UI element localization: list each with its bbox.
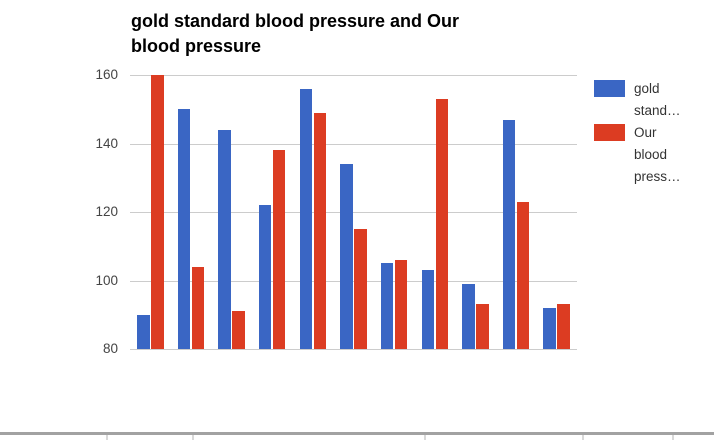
bar-gold-standard-bp-group-3[interactable] (218, 129, 231, 349)
bar-group-9 (455, 75, 496, 349)
gridline-100 (130, 280, 577, 282)
bar-gold-standard-bp-group-10[interactable] (502, 119, 516, 349)
bar-groups (130, 75, 577, 349)
bar-group-6 (333, 75, 374, 349)
legend-item-gold-standard-bp: gold stand… (594, 78, 692, 122)
bar-gold-standard-bp-group-7[interactable] (380, 263, 394, 349)
y-axis-label-140: 140 (95, 135, 118, 151)
ruler-line (0, 432, 714, 435)
y-axis-label-80: 80 (102, 341, 118, 356)
bar-our-bp-group-6[interactable] (354, 229, 367, 349)
bar-group-10 (496, 75, 537, 349)
bar-gold-standard-bp-group-11[interactable] (543, 307, 556, 349)
bar-group-8 (414, 75, 455, 349)
legend-swatch-our-bp (594, 124, 625, 141)
legend-label-gold-standard-bp: gold stand… (634, 81, 681, 118)
bar-group-4 (252, 75, 293, 349)
legend-label-our-bp: Our blood press… (634, 125, 681, 184)
bar-our-bp-group-10[interactable] (516, 201, 530, 349)
chart-title-line-1: gold standard blood pressure and Our (131, 11, 460, 31)
bar-our-bp-group-8[interactable] (435, 98, 449, 349)
bar-our-bp-group-7[interactable] (394, 259, 408, 349)
bar-group-7 (374, 75, 415, 349)
ruler-tick-5 (672, 435, 674, 440)
gridline-120 (130, 212, 577, 213)
bar-gold-standard-bp-group-2[interactable] (177, 109, 191, 349)
bar-gold-standard-bp-group-5[interactable] (299, 88, 313, 349)
bar-gold-standard-bp-group-6[interactable] (340, 164, 353, 349)
bar-group-3 (211, 75, 252, 349)
legend-swatch-gold-standard-bp (594, 80, 625, 97)
legend-item-our-bp: Our blood press… (594, 122, 692, 188)
bar-group-5 (293, 75, 334, 349)
bar-our-bp-group-5[interactable] (313, 112, 327, 349)
legend: gold stand… Our blood press… (594, 78, 692, 188)
ruler-tick-2 (192, 435, 194, 440)
ruler-tick-3 (424, 435, 426, 440)
bar-our-bp-group-1[interactable] (151, 75, 164, 349)
bar-gold-standard-bp-group-8[interactable] (421, 270, 435, 349)
bar-our-bp-group-2[interactable] (191, 266, 205, 349)
y-axis-label-160: 160 (95, 67, 118, 82)
plot-area (130, 75, 577, 350)
y-axis-label-120: 120 (95, 204, 118, 219)
bar-our-bp-group-11[interactable] (557, 304, 570, 349)
bar-gold-standard-bp-group-1[interactable] (137, 314, 150, 349)
gridline-80 (130, 349, 577, 350)
bar-our-bp-group-9[interactable] (476, 304, 489, 349)
chart-title: gold standard blood pressure and Our blo… (131, 9, 551, 59)
bar-group-11 (536, 75, 577, 349)
chart-title-line-2: blood pressure (131, 36, 262, 56)
gridline-140 (130, 143, 577, 145)
bar-gold-standard-bp-group-9[interactable] (462, 283, 475, 349)
gridline-160 (130, 75, 577, 76)
bar-our-bp-group-4[interactable] (272, 150, 286, 349)
ruler-tick-4 (582, 435, 584, 440)
bar-our-bp-group-3[interactable] (232, 311, 245, 349)
bar-group-2 (171, 75, 212, 349)
bar-gold-standard-bp-group-4[interactable] (258, 205, 272, 349)
ruler-tick-1 (106, 435, 108, 440)
bar-group-1 (130, 75, 171, 349)
y-axis-label-100: 100 (95, 272, 118, 288)
